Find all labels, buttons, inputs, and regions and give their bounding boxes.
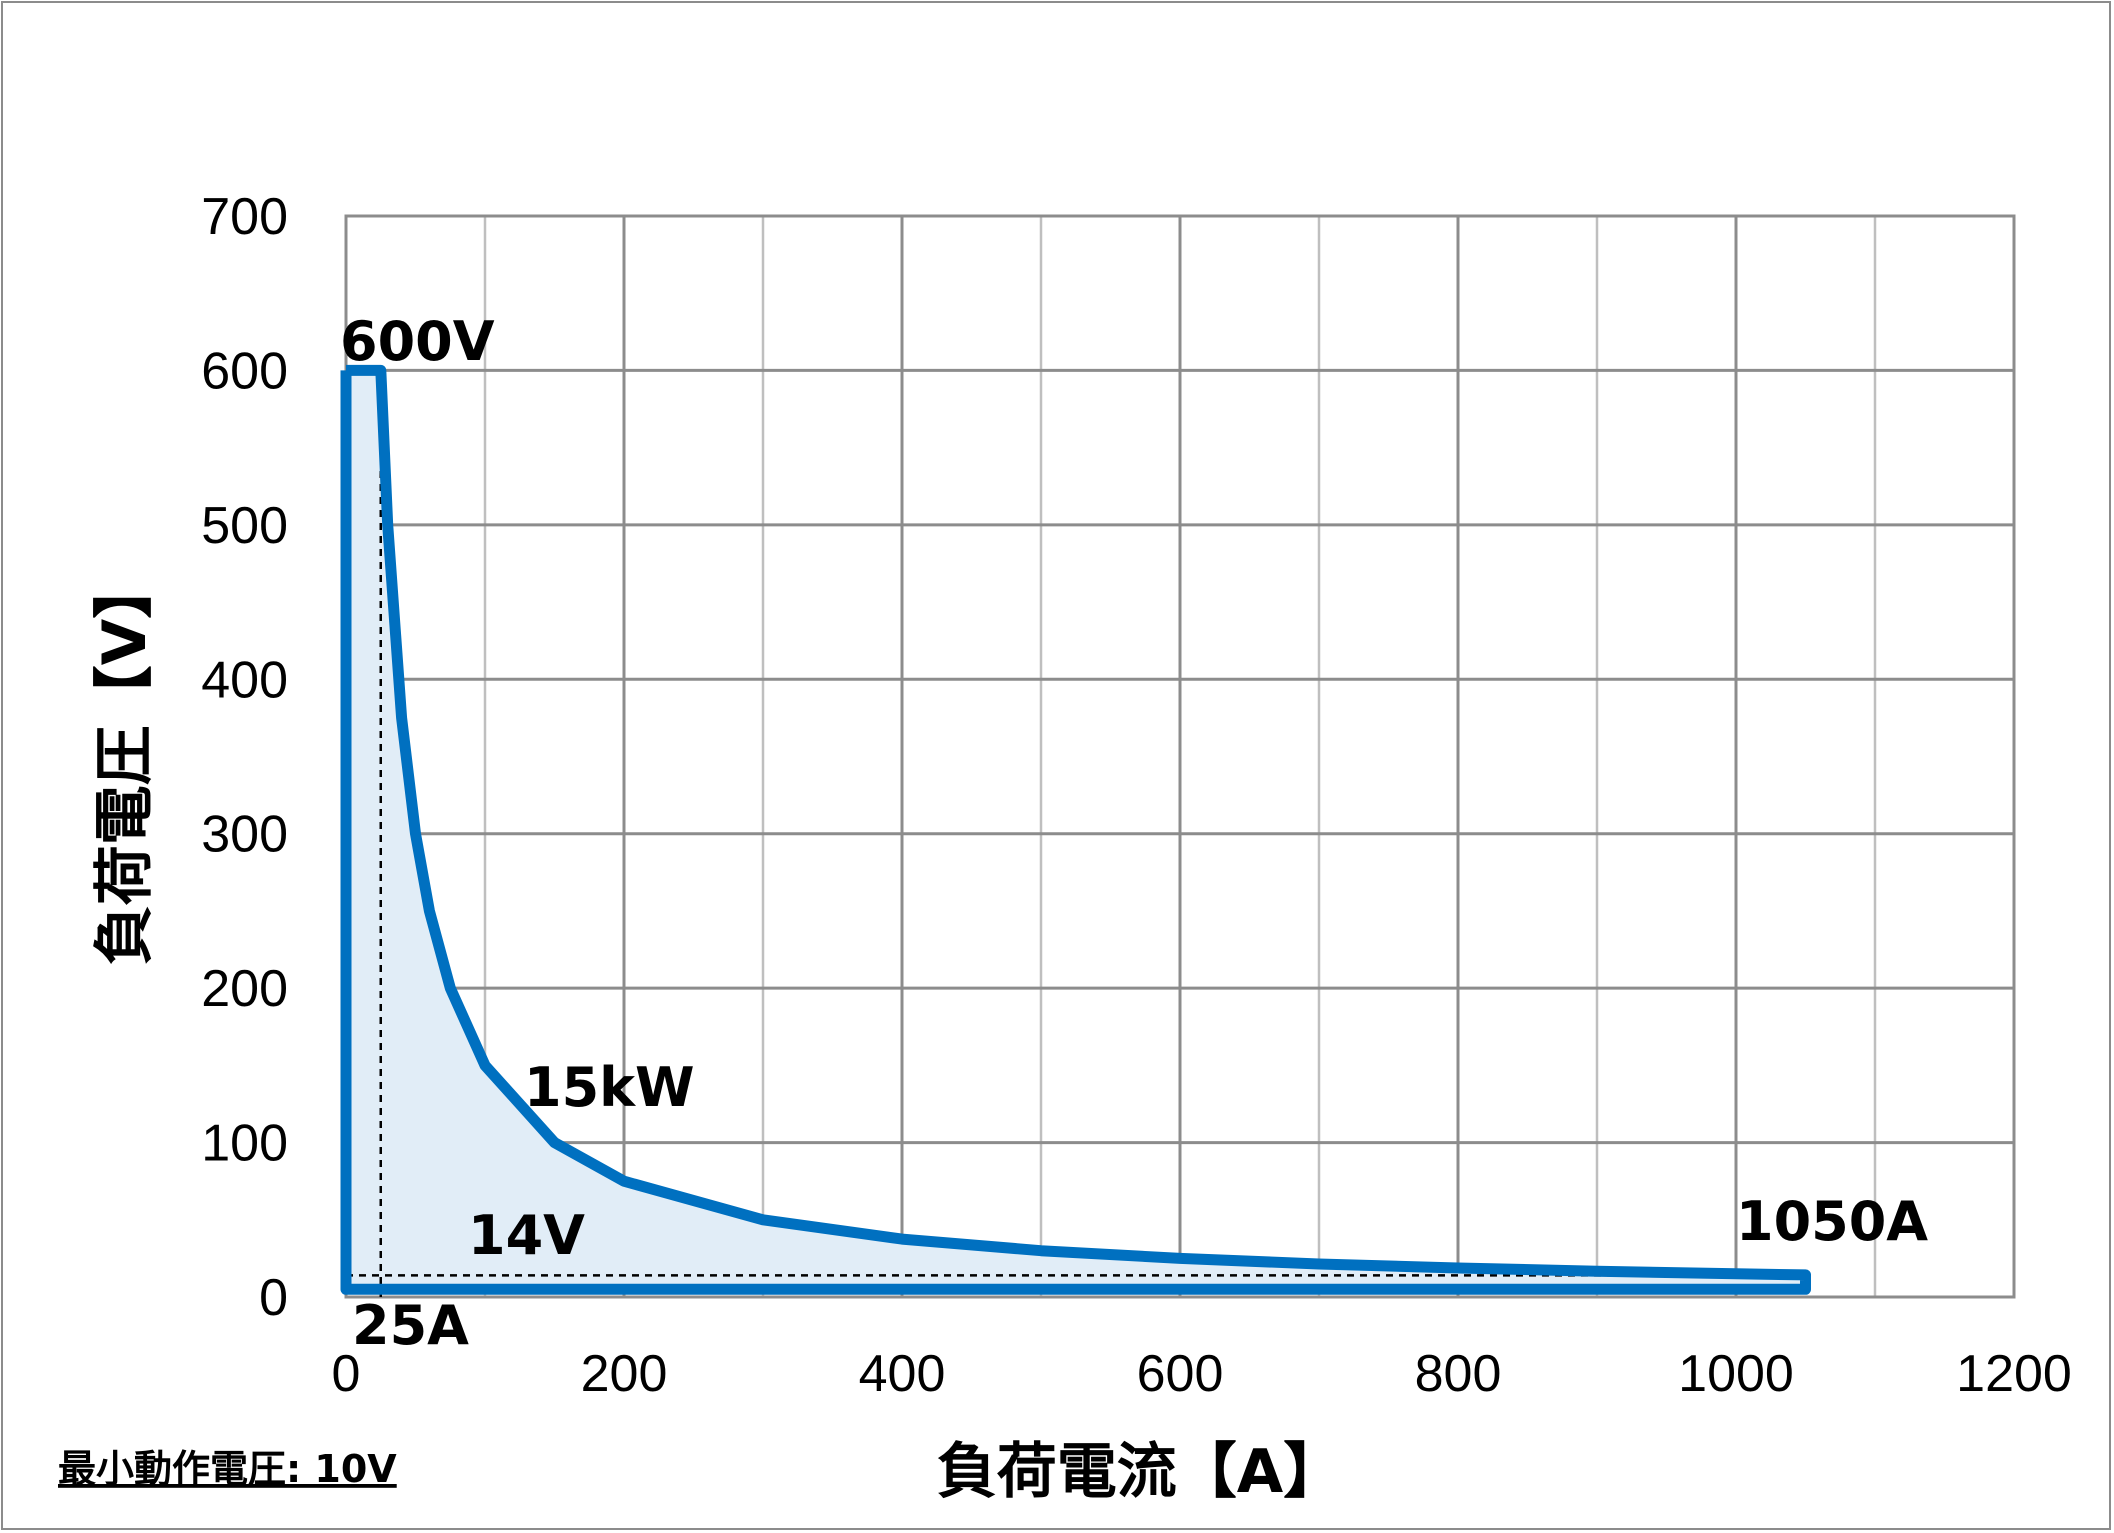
annotation-max-voltage: 600V — [340, 310, 495, 373]
x-tick-labels: 0 200 400 600 800 1000 1200 — [332, 1345, 2072, 1403]
y-tick-label: 400 — [201, 651, 288, 709]
operating-area-fill — [346, 370, 1806, 1290]
x-axis-title: 負荷電流【A】 — [937, 1437, 1343, 1507]
y-tick-label: 300 — [201, 806, 288, 864]
x-tick-label: 600 — [1137, 1345, 1224, 1403]
annotation-min-current: 25A — [352, 1294, 469, 1357]
y-tick-labels: 0 100 200 300 400 500 600 700 — [201, 188, 288, 1327]
y-tick-label: 200 — [201, 960, 288, 1018]
rated-power-curve — [340, 364, 1811, 1295]
series-lines — [340, 364, 1811, 1295]
y-tick-label: 500 — [201, 497, 288, 555]
grid — [344, 214, 2016, 1299]
x-tick-label: 800 — [1415, 1345, 1502, 1403]
reference-lines — [346, 370, 1806, 1297]
y-tick-label: 600 — [201, 342, 288, 400]
y-tick-label: 0 — [259, 1269, 288, 1327]
y-axis-title: 負荷電圧【V】 — [90, 559, 160, 965]
x-tick-label: 0 — [332, 1345, 361, 1403]
annotation-min-voltage: 14V — [468, 1204, 585, 1267]
operating-area — [346, 370, 1806, 1290]
x-tick-label: 200 — [581, 1345, 668, 1403]
y-tick-label: 700 — [201, 188, 288, 246]
annotation-power: 15kW — [524, 1056, 695, 1119]
footnote-min-operating-voltage: 最小動作電圧: 10V — [58, 1447, 397, 1491]
x-tick-label: 1000 — [1678, 1345, 1794, 1403]
x-tick-label: 400 — [859, 1345, 946, 1403]
annotation-max-current: 1050A — [1736, 1190, 1928, 1253]
x-tick-label: 1200 — [1956, 1345, 2072, 1403]
y-tick-label: 100 — [201, 1115, 288, 1173]
